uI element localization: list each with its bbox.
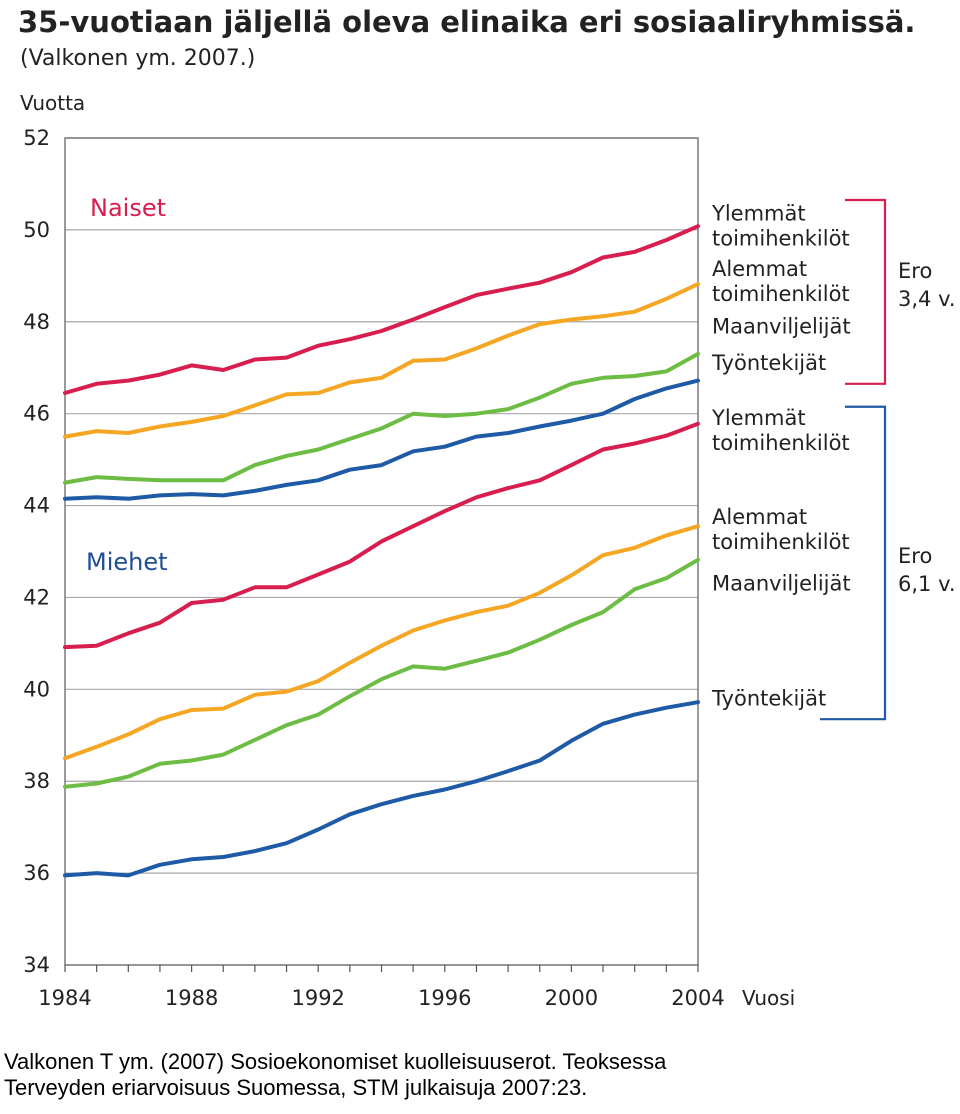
chart-subtitle: (Valkonen ym. 2007.)	[20, 46, 255, 71]
series-label: toimihenkilöt	[712, 530, 850, 554]
difference-label: Ero	[898, 544, 932, 568]
series-line-8	[63, 700, 700, 878]
x-tick-label: 2000	[545, 986, 598, 1010]
axis-ticks: 34 36 38 40 42 44 46 48 50 52 1984 1988 1992 1996 2000…	[23, 126, 724, 1010]
series-line-5	[63, 421, 700, 650]
series-label: Alemmat	[712, 505, 807, 529]
series-label: Ylemmät	[711, 406, 806, 430]
bracket-men	[820, 405, 887, 721]
series-label: Alemmat	[712, 257, 807, 281]
y-tick-label: 42	[23, 585, 50, 609]
series-label: toimihenkilöt	[712, 282, 850, 306]
y-tick-label: 34	[23, 953, 50, 977]
x-axis-label: Vuosi	[742, 986, 795, 1010]
y-tick-label: 46	[23, 402, 50, 426]
series-line-3	[63, 351, 700, 485]
series-line-7	[63, 557, 700, 789]
series-line-2	[63, 282, 700, 439]
x-tick-label: 2004	[671, 986, 724, 1010]
chart-title: 35-vuotiaan jäljellä oleva elinaika eri …	[18, 5, 915, 39]
life-expectancy-chart: 35-vuotiaan jäljellä oleva elinaika eri …	[18, 5, 956, 1010]
series-line-6	[63, 524, 700, 761]
y-tick-label: 38	[23, 769, 50, 793]
grid	[64, 137, 699, 972]
group-label-naiset: Naiset	[90, 194, 166, 222]
y-tick-label: 44	[23, 494, 50, 518]
series-line-1	[63, 224, 700, 395]
y-tick-label: 52	[23, 126, 50, 150]
bracket-women	[845, 198, 887, 385]
series-label: Maanviljelijät	[712, 572, 851, 596]
y-tick-label: 50	[23, 218, 50, 242]
difference-label: 3,4 v.	[898, 287, 956, 311]
annotations: NaisetMiehetYlemmättoimihenkilötAlemmatt…	[86, 194, 956, 721]
series-line-4	[63, 378, 700, 501]
x-tick-label: 1992	[291, 986, 344, 1010]
series-lines	[63, 224, 700, 878]
source-caption: Valkonen T ym. (2007) Sosioekonomiset ku…	[4, 1049, 954, 1101]
series-label: toimihenkilöt	[712, 227, 850, 251]
difference-label: Ero	[898, 259, 932, 283]
x-tick-label: 1988	[165, 986, 218, 1010]
series-label: toimihenkilöt	[712, 431, 850, 455]
group-label-miehet: Miehet	[86, 548, 168, 576]
series-label: Työntekijät	[711, 686, 826, 710]
series-label: Maanviljelijät	[712, 314, 851, 338]
caption-line-2: Terveyden eriarvoisuus Suomessa, STM jul…	[4, 1075, 588, 1100]
y-tick-label: 40	[23, 677, 50, 701]
series-label: Ylemmät	[711, 202, 806, 226]
y-tick-label: 48	[23, 310, 50, 334]
x-tick-label: 1996	[418, 986, 471, 1010]
y-axis-label: Vuotta	[20, 91, 85, 115]
x-tick-label: 1984	[38, 986, 91, 1010]
series-label: Työntekijät	[711, 351, 826, 375]
difference-label: 6,1 v.	[898, 572, 956, 596]
y-tick-label: 36	[23, 861, 50, 885]
caption-line-1: Valkonen T ym. (2007) Sosioekonomiset ku…	[4, 1049, 667, 1074]
